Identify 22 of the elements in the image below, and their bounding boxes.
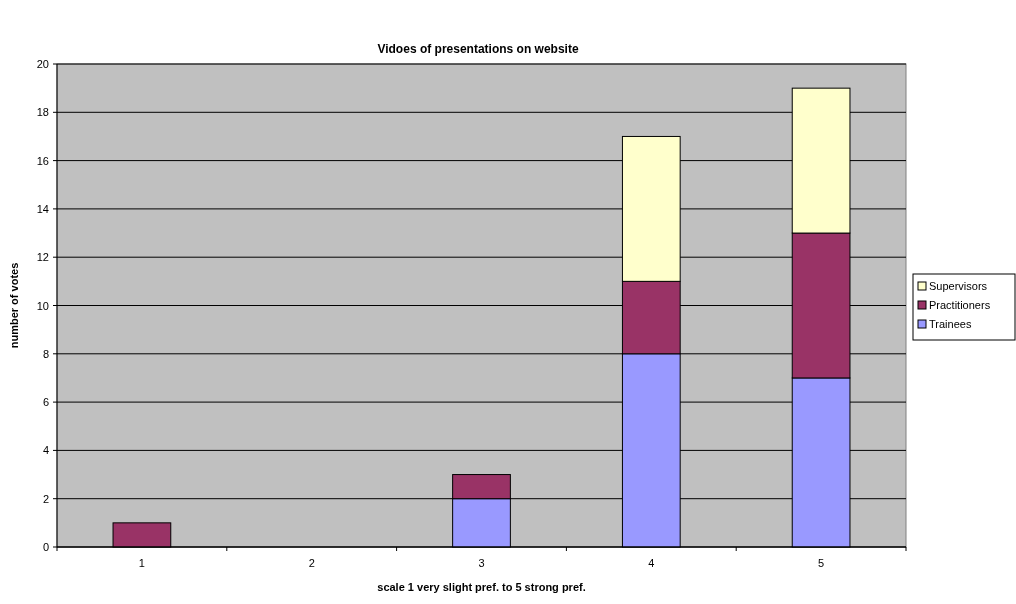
y-tick-label: 2 bbox=[42, 492, 49, 505]
y-tick-label: 8 bbox=[42, 347, 49, 360]
legend-label: Trainees bbox=[929, 318, 972, 330]
x-tick-label: 2 bbox=[308, 557, 315, 569]
y-tick-label: 10 bbox=[36, 299, 49, 312]
y-tick-label: 14 bbox=[36, 202, 49, 215]
y-tick-label: 6 bbox=[42, 396, 49, 409]
x-tick-label: 4 bbox=[648, 557, 655, 569]
x-tick-label: 3 bbox=[478, 557, 485, 569]
y-tick-label: 0 bbox=[42, 541, 49, 553]
chart-title: Vidoes of presentations on website bbox=[377, 42, 579, 56]
x-axis-title: scale 1 very slight pref. to 5 strong pref. bbox=[377, 581, 586, 593]
x-tick-label: 1 bbox=[138, 557, 145, 569]
y-tick-label: 4 bbox=[42, 444, 49, 457]
y-tick-label: 20 bbox=[36, 58, 49, 70]
y-tick-label: 16 bbox=[36, 154, 49, 167]
y-axis-title: number of votes bbox=[8, 262, 20, 349]
x-tick-label: 5 bbox=[818, 557, 825, 569]
y-tick-label: 18 bbox=[36, 106, 49, 119]
y-tick-label: 12 bbox=[36, 251, 49, 264]
legend-label: Supervisors bbox=[929, 280, 988, 292]
legend-label: Practitioners bbox=[929, 299, 991, 311]
